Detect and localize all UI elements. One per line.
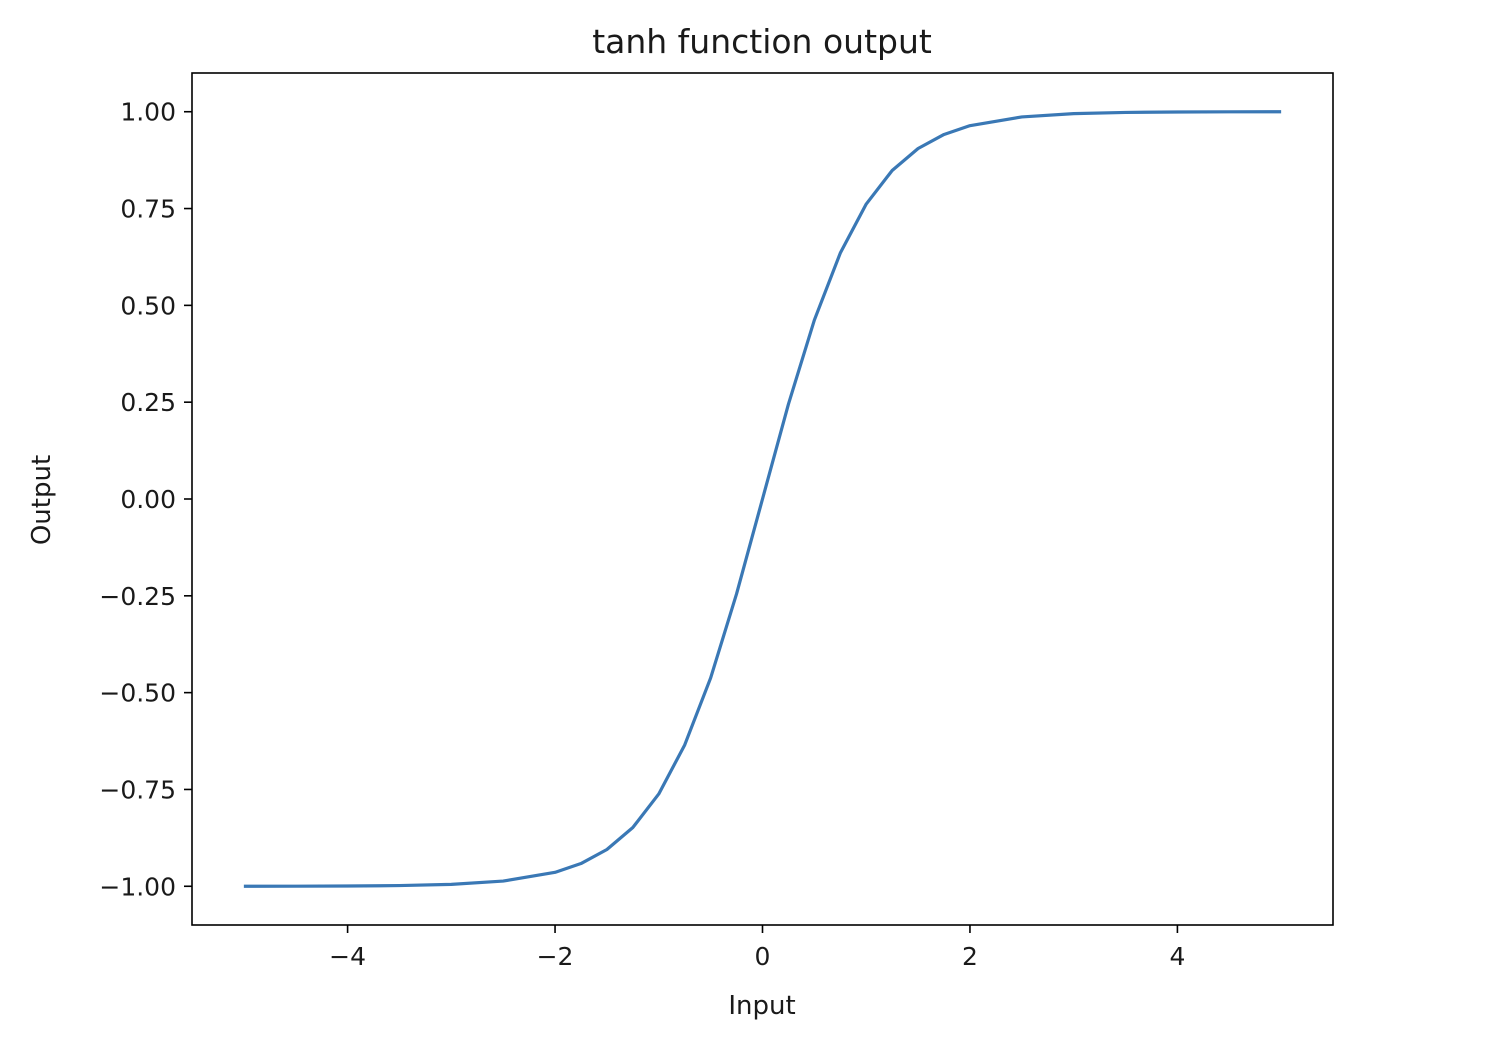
x-tick-label: −2	[537, 942, 574, 971]
x-tick-label: −4	[329, 942, 366, 971]
y-tick-label: −0.25	[99, 582, 176, 611]
y-tick-label: −1.00	[99, 872, 176, 901]
series-layer	[243, 110, 1282, 888]
y-tick-label: 0.75	[120, 195, 176, 224]
y-tick-label: 0.00	[120, 485, 176, 514]
chart-title: tanh function output	[592, 22, 932, 61]
x-axis-label: Input	[728, 991, 795, 1021]
tanh-series-line	[243, 110, 1282, 888]
x-axis-ticks: −4 −2 0 2 4	[329, 925, 1185, 971]
y-tick-label: −0.75	[99, 775, 176, 804]
y-tick-label: −0.50	[99, 679, 176, 708]
y-tick-label: 1.00	[120, 98, 176, 127]
x-tick-label: 0	[755, 942, 771, 971]
y-tick-label: 0.25	[120, 388, 176, 417]
plot-area: −4 −2 0 2 4 1.00 0.75 0.50 0.25 0.00 −0.25 −0.50 −0…	[99, 72, 1334, 971]
y-axis-ticks: 1.00 0.75 0.50 0.25 0.00 −0.25 −0.50 −0.75 −1.00	[99, 98, 192, 901]
x-tick-label: 4	[1169, 942, 1185, 971]
y-axis-label: Output	[27, 455, 57, 545]
x-tick-label: 2	[962, 942, 978, 971]
y-tick-label: 0.50	[120, 291, 176, 320]
